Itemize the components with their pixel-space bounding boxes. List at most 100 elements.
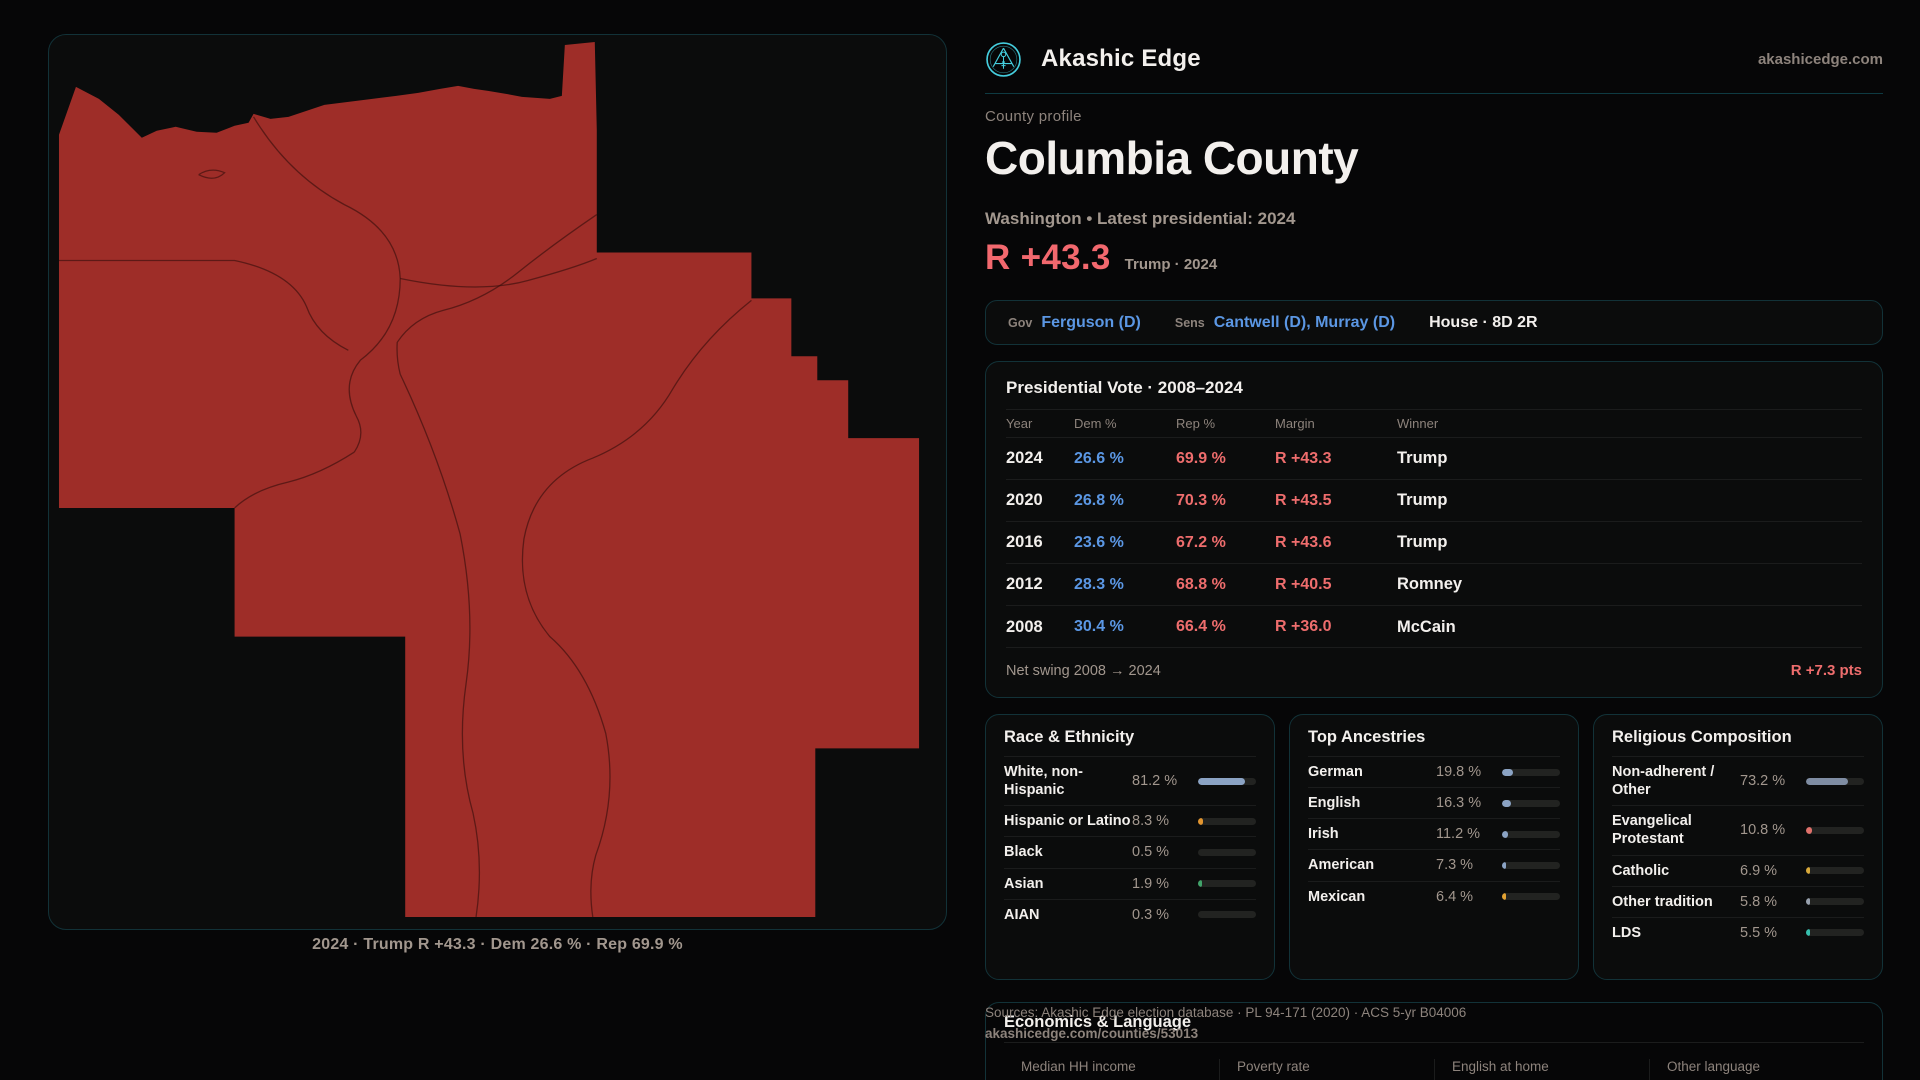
stat-bar: [1198, 777, 1256, 785]
net-swing-value: R +7.3 pts: [1790, 662, 1862, 679]
stat-label: LDS: [1612, 924, 1641, 941]
winner-cell: Trump: [1397, 449, 1448, 467]
stat-value: 5.8 %: [1740, 893, 1778, 910]
margin-cell: R +43.3: [1275, 449, 1332, 467]
stat-label: Non-adherent / Other: [1612, 764, 1715, 799]
stat-row: English 16.3 %: [1308, 788, 1560, 820]
precinct-boundaries: [58, 116, 752, 918]
senators-link[interactable]: Cantwell (D), Murray (D): [1213, 313, 1396, 331]
column-header: Winner: [1397, 416, 1439, 431]
econ-stat: Other language 7.5 %: [1649, 1059, 1864, 1080]
headline-margin-row: R +43.3 Trump · 2024: [985, 238, 1217, 278]
stat-value: 81.2 %: [1132, 773, 1178, 790]
winner-cell: Trump: [1397, 491, 1448, 509]
stat-row: Irish 11.2 %: [1308, 819, 1560, 851]
stat-value: 7.3 %: [1436, 857, 1474, 874]
stat-value: 6.4 %: [1436, 888, 1474, 905]
econ-stat: Poverty rate 9.7 %: [1219, 1059, 1434, 1080]
rep-cell: 69.9 %: [1176, 449, 1226, 467]
year-cell: 2016: [1006, 533, 1043, 551]
stat-bar: [1502, 799, 1560, 807]
religious-composition-card: Religious Composition Non-adherent / Oth…: [1593, 714, 1883, 980]
headline-margin: R +43.3: [985, 238, 1111, 277]
source-url[interactable]: akashicedge.com/counties/53013: [985, 1026, 1199, 1041]
table-row: 2016 23.6 % 67.2 % R +43.6 Trump: [1006, 522, 1862, 564]
column-header: Margin: [1275, 416, 1315, 431]
dem-cell: 23.6 %: [1074, 533, 1124, 551]
brand-header: Akashic Edge akashicedge.com: [985, 40, 1883, 78]
brand-domain-link[interactable]: akashicedge.com: [1757, 50, 1883, 68]
stat-bar: [1806, 826, 1864, 834]
governor-link[interactable]: Ferguson (D): [1041, 313, 1141, 331]
econ-stat: Median HH income $71,610: [1004, 1059, 1219, 1080]
table-header-row: Year Dem % Rep % Margin Winner: [1006, 410, 1862, 438]
header-divider: [985, 93, 1883, 94]
stat-value: 19.8 %: [1436, 764, 1482, 781]
year-cell: 2020: [1006, 491, 1043, 509]
sens-label: Sens: [1174, 315, 1205, 330]
stat-bar: [1806, 867, 1864, 875]
dem-cell: 26.6 %: [1074, 449, 1124, 467]
dem-cell: 26.8 %: [1074, 491, 1124, 509]
stat-value: 8.3 %: [1132, 813, 1170, 830]
table-row: 2008 30.4 % 66.4 % R +36.0 McCain: [1006, 606, 1862, 648]
econ-stat-label: Other language: [1667, 1059, 1761, 1074]
table-row: 2024 26.6 % 69.9 % R +43.3 Trump: [1006, 438, 1862, 480]
stat-row: Mexican 6.4 %: [1308, 882, 1560, 912]
winner-cell: Trump: [1397, 533, 1448, 551]
gov-label: Gov: [1008, 315, 1033, 330]
akashic-emblem-icon: [986, 41, 1021, 77]
dem-cell: 28.3 %: [1074, 575, 1124, 593]
stat-bar: [1502, 893, 1560, 901]
rep-cell: 70.3 %: [1176, 491, 1226, 509]
stat-value: 73.2 %: [1740, 773, 1786, 790]
page-subtitle: Washington • Latest presidential: 2024: [985, 209, 1296, 228]
stat-row: White, non-Hispanic 81.2 %: [1004, 757, 1256, 807]
net-swing-row: Net swing 2008 → 2024 R +7.3 pts: [1006, 647, 1862, 693]
page-eyebrow: County profile: [985, 108, 1082, 125]
stat-bar: [1198, 848, 1256, 856]
stat-value: 5.5 %: [1740, 924, 1778, 941]
econ-stat-label: Median HH income: [1021, 1059, 1136, 1074]
stat-bar: [1198, 817, 1256, 825]
stat-bar: [1502, 768, 1560, 776]
officials-bar: Gov Ferguson (D) Sens Cantwell (D), Murr…: [985, 300, 1883, 345]
economics-language-card: Economics & Language Median HH income $7…: [985, 1002, 1883, 1080]
rep-cell: 67.2 %: [1176, 533, 1226, 551]
margin-cell: R +40.5: [1275, 575, 1332, 593]
stat-row: AIAN 0.3 %: [1004, 900, 1256, 930]
stat-label: Catholic: [1612, 862, 1670, 879]
stat-label: Other tradition: [1612, 893, 1713, 910]
column-header: Dem %: [1074, 416, 1117, 431]
house-delegation: House · 8D 2R: [1429, 313, 1538, 331]
stat-row: LDS 5.5 %: [1612, 918, 1864, 948]
stat-value: 0.5 %: [1132, 844, 1170, 861]
year-cell: 2012: [1006, 575, 1043, 593]
card-title: Religious Composition: [1612, 728, 1864, 757]
stat-label: Hispanic or Latino: [1004, 813, 1131, 830]
econ-stat-label: Poverty rate: [1237, 1059, 1310, 1074]
brand-name: Akashic Edge: [1041, 45, 1201, 72]
stat-bar: [1806, 898, 1864, 906]
stat-row: Evangelical Protestant 10.8 %: [1612, 806, 1864, 856]
econ-stat-label: English at home: [1452, 1059, 1549, 1074]
stat-bar: [1502, 861, 1560, 869]
margin-cell: R +43.5: [1275, 491, 1332, 509]
county-map-panel: [48, 34, 947, 930]
column-header: Rep %: [1176, 416, 1216, 431]
stat-value: 6.9 %: [1740, 862, 1778, 879]
table-row: 2012 28.3 % 68.8 % R +40.5 Romney: [1006, 564, 1862, 606]
stat-label: Mexican: [1308, 888, 1366, 905]
net-swing-label: Net swing 2008 → 2024: [1006, 662, 1161, 679]
year-cell: 2024: [1006, 449, 1043, 467]
stat-value: 10.8 %: [1740, 822, 1786, 839]
stat-value: 16.3 %: [1436, 795, 1482, 812]
rep-cell: 68.8 %: [1176, 575, 1226, 593]
presidential-vote-card: Presidential Vote · 2008–2024 Year Dem %…: [985, 361, 1883, 698]
rep-cell: 66.4 %: [1176, 618, 1226, 635]
county-shape[interactable]: [58, 41, 920, 918]
econ-stat: English at home 92.7 %: [1434, 1059, 1649, 1080]
stat-bar: [1502, 830, 1560, 838]
card-title: Race & Ethnicity: [1004, 728, 1256, 757]
winner-cell: Romney: [1397, 575, 1463, 593]
